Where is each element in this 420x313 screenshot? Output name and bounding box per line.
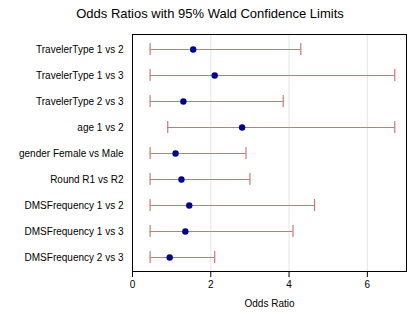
- svg-text:gender Female vs Male: gender Female vs Male: [19, 148, 124, 159]
- html-text:Odds Ratios with 95% Wald Conf: Odds Ratios with 95% Wald Confidence Lim…: [76, 6, 344, 21]
- svg-text:Round R1 vs R2: Round R1 vs R2: [50, 174, 124, 185]
- svg-text:DMSFrequency 2 vs 3: DMSFrequency 2 vs 3: [25, 252, 124, 263]
- svg-text:6: 6: [365, 279, 371, 290]
- svg-text:4: 4: [286, 279, 292, 290]
- svg-text:Odds Ratio: Odds Ratio: [244, 298, 294, 309]
- svg-text:DMSFrequency 1 vs 2: DMSFrequency 1 vs 2: [25, 200, 124, 211]
- svg-text:2: 2: [208, 279, 214, 290]
- svg-text:0: 0: [130, 279, 136, 290]
- svg-text:TravelerType 1 vs 3: TravelerType 1 vs 3: [36, 70, 124, 81]
- svg-text:TravelerType 2 vs 3: TravelerType 2 vs 3: [36, 96, 124, 107]
- svg-text:age 1 vs 2: age 1 vs 2: [77, 122, 124, 133]
- svg-text:TravelerType 1 vs 2: TravelerType 1 vs 2: [36, 44, 124, 55]
- svg-text:DMSFrequency 1 vs 3: DMSFrequency 1 vs 3: [25, 226, 124, 237]
